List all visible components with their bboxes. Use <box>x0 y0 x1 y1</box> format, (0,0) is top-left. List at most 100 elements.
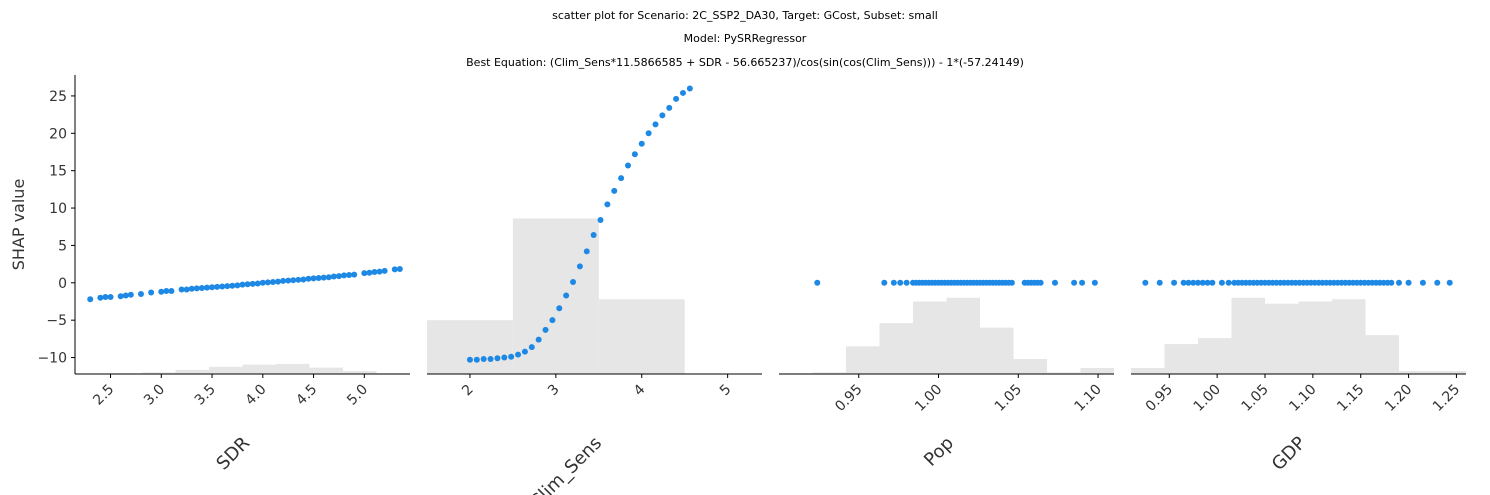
x-tick-label: 1.05 <box>1238 382 1271 415</box>
data-point <box>1199 279 1206 286</box>
data-point <box>264 279 271 286</box>
data-point <box>897 279 904 286</box>
data-point <box>652 121 659 128</box>
histogram-bar <box>1298 301 1332 374</box>
data-point <box>107 294 114 301</box>
panel-pop: 0.95 1.00 1.05 1.10 Pop <box>779 279 1114 471</box>
histogram-bar <box>913 301 947 374</box>
data-point <box>1079 279 1086 286</box>
data-point <box>1434 279 1441 286</box>
data-point <box>193 285 200 292</box>
data-point <box>351 271 358 278</box>
data-point <box>219 283 226 290</box>
data-point <box>494 355 501 362</box>
data-point <box>1180 279 1187 286</box>
data-point <box>535 336 542 343</box>
data-point <box>890 279 897 286</box>
data-point <box>295 276 302 283</box>
data-point <box>87 296 94 303</box>
data-point <box>275 278 282 285</box>
x-axis-label: SDR <box>212 433 254 475</box>
x-axis-label: Pop <box>920 433 958 471</box>
data-point <box>1008 279 1015 286</box>
data-point <box>381 267 388 274</box>
data-point <box>625 162 631 169</box>
histogram-bar <box>980 327 1014 374</box>
data-point <box>285 277 292 284</box>
data-point <box>501 354 508 361</box>
data-point <box>1171 279 1178 286</box>
data-point <box>1142 279 1149 286</box>
y-tick-label: 5 <box>58 238 67 254</box>
data-point <box>183 286 190 293</box>
histogram-bar <box>209 366 243 374</box>
histogram-bar <box>1013 359 1047 374</box>
data-point <box>158 288 165 295</box>
data-point <box>618 175 625 182</box>
histogram-bar <box>1080 368 1114 374</box>
data-point <box>203 284 210 291</box>
data-point <box>346 271 353 278</box>
data-point <box>881 279 888 286</box>
data-point <box>903 279 910 286</box>
histogram-bar <box>1047 372 1081 374</box>
x-tick-label: 0.95 <box>1143 382 1176 415</box>
data-point <box>371 268 378 275</box>
data-point <box>229 282 236 289</box>
data-point <box>1218 279 1225 286</box>
data-point <box>310 275 317 282</box>
histogram-bar <box>276 363 310 374</box>
data-point <box>631 151 638 158</box>
histogram-bar <box>1365 335 1399 374</box>
data-point <box>666 104 673 111</box>
x-tick-label: 5.0 <box>344 382 371 409</box>
data-point <box>366 269 373 276</box>
data-point <box>325 274 332 281</box>
chart-subtitle-equation: Best Equation: (Clim_Sens*11.5866585 + S… <box>466 56 1024 69</box>
histogram-bar <box>1198 338 1232 374</box>
x-tick-label: 2.5 <box>90 382 117 409</box>
histogram-bar <box>812 372 846 374</box>
data-point <box>224 283 231 290</box>
histogram-bar <box>1432 371 1466 374</box>
data-point <box>563 292 570 299</box>
chart-title: scatter plot for Scenario: 2C_SSP2_DA30,… <box>552 9 938 22</box>
data-point <box>148 289 155 296</box>
data-point <box>679 89 686 96</box>
x-tick-label: 4.0 <box>243 382 270 409</box>
data-point <box>1388 279 1395 286</box>
histogram-bar <box>427 320 513 374</box>
data-point <box>515 351 522 358</box>
y-axis-label: SHAP value <box>9 179 28 271</box>
data-point <box>178 286 185 293</box>
data-point <box>249 280 256 287</box>
histogram-bar <box>879 323 913 374</box>
data-point <box>570 279 577 286</box>
data-point <box>1204 279 1211 286</box>
y-tick-label: 10 <box>49 201 67 217</box>
data-point <box>1209 279 1216 286</box>
data-point <box>556 305 563 312</box>
x-tick-label: 1.00 <box>1191 382 1224 415</box>
data-point <box>198 285 205 292</box>
data-point <box>508 353 515 360</box>
data-point <box>645 130 652 137</box>
histogram-bar <box>1265 303 1299 374</box>
data-point <box>214 283 221 290</box>
data-point <box>487 356 494 363</box>
histogram-bar <box>175 369 209 374</box>
data-point <box>1037 279 1044 286</box>
data-point <box>686 85 693 92</box>
histogram-bar <box>343 371 377 374</box>
data-point <box>315 274 322 281</box>
data-point <box>391 266 398 273</box>
x-axis-label: GDP <box>1268 433 1310 475</box>
y-tick-label: −10 <box>37 351 67 367</box>
x-tick-label: 1.10 <box>1286 382 1319 415</box>
data-point <box>330 273 337 280</box>
panel-sdr: 2.5 3.0 3.5 4.0 4.5 5.0 SDR <box>75 265 410 475</box>
data-point <box>466 356 473 363</box>
histogram-bar <box>1164 344 1198 374</box>
data-point <box>1405 279 1412 286</box>
data-point <box>305 275 312 282</box>
